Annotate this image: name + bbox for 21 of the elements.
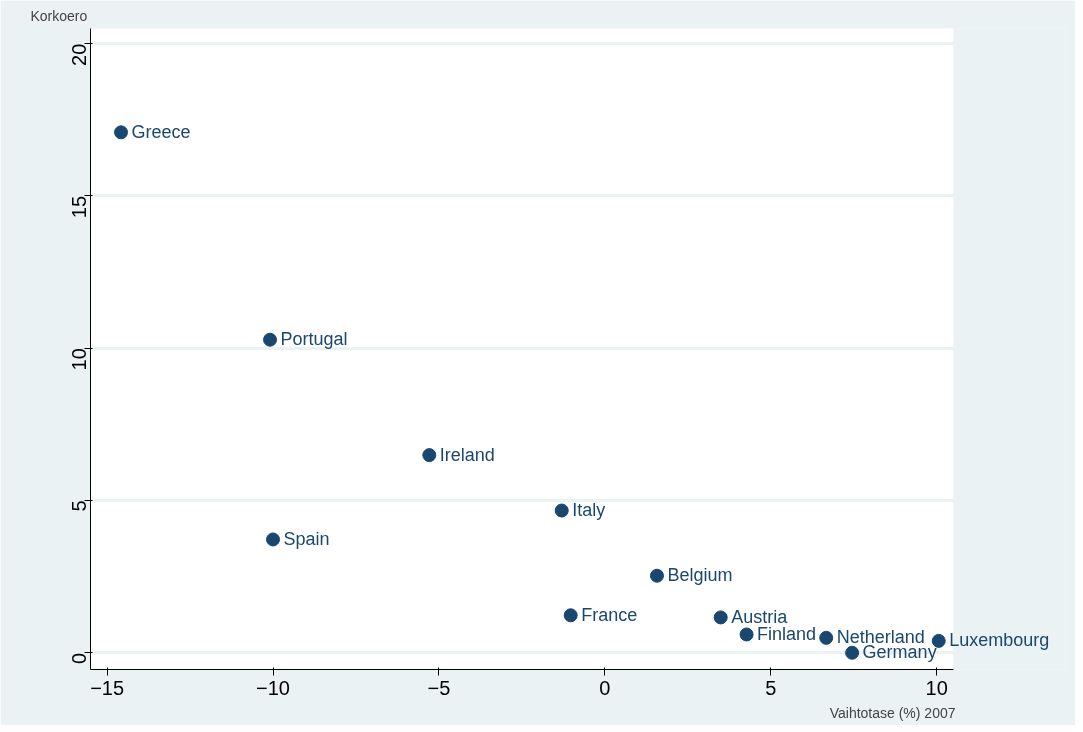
y-tick-label: 15 — [68, 195, 91, 219]
annotation: Ireland — [439, 444, 495, 466]
y-tick-label: 5 — [68, 500, 91, 512]
y-tick-label: 10 — [68, 348, 91, 371]
y-tick-label: 20 — [68, 43, 91, 66]
annotation: Portugal — [280, 328, 348, 350]
x-tick-label: 10 — [925, 676, 948, 699]
annotation: Belgium — [667, 564, 733, 586]
y-axis-title: Korkoero — [30, 7, 88, 24]
annotation: Spain — [283, 528, 330, 550]
y-tick-label: 0 — [68, 652, 91, 664]
annotation: Italy — [572, 499, 606, 521]
x-tick-label: 5 — [765, 676, 777, 699]
annotation: France — [581, 604, 638, 626]
x-tick-label: 0 — [599, 676, 611, 699]
x-axis-title: Vaihtotase (%) 2007 — [829, 704, 956, 721]
x-tick-label: −10 — [256, 676, 290, 699]
annotation: Greece — [131, 121, 191, 143]
annotation: Luxembourg — [949, 629, 1050, 651]
x-tick-label: −5 — [427, 676, 451, 699]
x-tick-label: −15 — [90, 676, 125, 699]
